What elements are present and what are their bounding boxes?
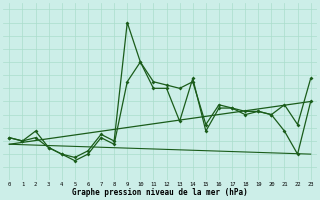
X-axis label: Graphe pression niveau de la mer (hPa): Graphe pression niveau de la mer (hPa) xyxy=(72,188,248,197)
